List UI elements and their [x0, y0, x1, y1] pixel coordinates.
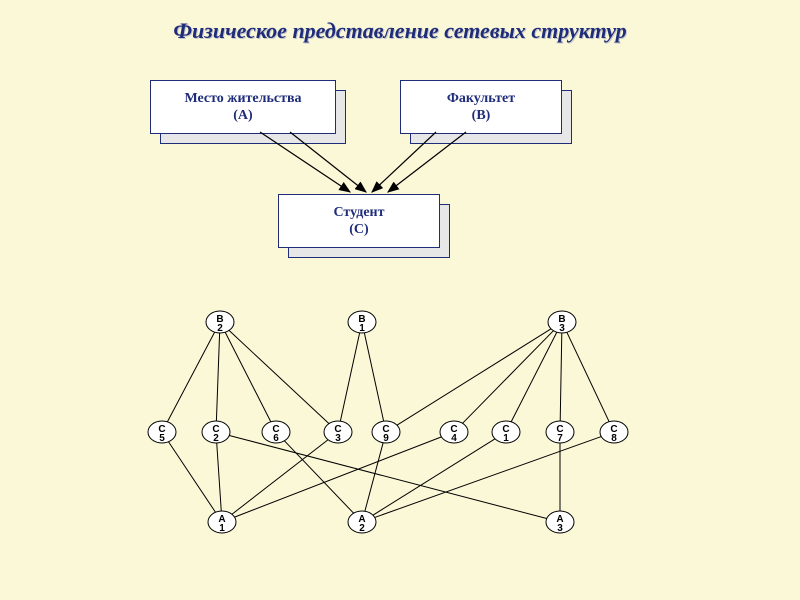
edge	[168, 442, 215, 513]
svg-text:1: 1	[503, 433, 509, 444]
concept-arrow	[290, 132, 366, 192]
edge	[560, 333, 562, 421]
node-C4: С4	[440, 421, 468, 444]
edge	[167, 332, 214, 422]
edge	[225, 332, 271, 422]
svg-text:9: 9	[383, 433, 389, 444]
node-C7: С7	[546, 421, 574, 444]
node-A2: А2	[348, 511, 376, 534]
svg-text:2: 2	[217, 323, 223, 334]
node-C1: С1	[492, 421, 520, 444]
node-B1: В1	[348, 311, 376, 334]
edge	[229, 330, 329, 423]
edge	[232, 440, 328, 515]
node-C3: С3	[324, 421, 352, 444]
edge	[216, 333, 219, 421]
edge	[373, 439, 495, 515]
node-C6: С6	[262, 421, 290, 444]
svg-text:8: 8	[611, 433, 617, 444]
node-C5: С5	[148, 421, 176, 444]
svg-text:3: 3	[335, 433, 341, 444]
diagram-svg: В2В1В3С5С2С6С3С9С4С1С7С8А1А2А3	[0, 0, 800, 600]
svg-text:2: 2	[213, 433, 219, 444]
edge	[364, 333, 383, 421]
node-C8: С8	[600, 421, 628, 444]
edge	[511, 332, 557, 422]
node-C2: С2	[202, 421, 230, 444]
svg-text:3: 3	[559, 323, 565, 334]
svg-text:3: 3	[557, 523, 563, 534]
edge	[284, 441, 353, 513]
edge	[217, 443, 222, 511]
edge	[365, 443, 383, 511]
svg-text:2: 2	[359, 523, 365, 534]
node-C9: С9	[372, 421, 400, 444]
svg-text:5: 5	[159, 433, 165, 444]
node-B3: В3	[548, 311, 576, 334]
edge	[567, 332, 609, 421]
svg-text:1: 1	[359, 323, 365, 334]
concept-arrow	[260, 132, 350, 192]
edge	[397, 329, 551, 425]
edge	[375, 437, 602, 518]
node-A3: А3	[546, 511, 574, 534]
svg-text:4: 4	[451, 433, 457, 444]
node-A1: А1	[208, 511, 236, 534]
edge	[463, 331, 554, 424]
svg-text:6: 6	[273, 433, 279, 444]
edge	[340, 333, 359, 421]
svg-text:7: 7	[557, 433, 563, 444]
svg-text:1: 1	[219, 523, 225, 534]
